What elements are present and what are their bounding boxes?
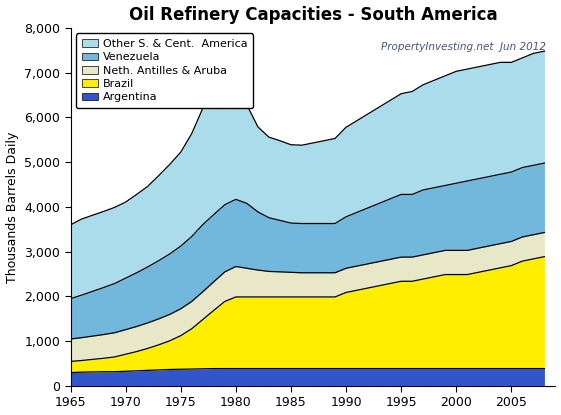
Title: Oil Refinery Capacities - South America: Oil Refinery Capacities - South America [128,5,497,24]
Y-axis label: Thousands Barrels Daily: Thousands Barrels Daily [6,131,19,283]
Legend: Other S. & Cent.  America, Venezuela, Neth. Antilles & Aruba, Brazil, Argentina: Other S. & Cent. America, Venezuela, Net… [76,34,253,108]
Text: PropertyInvesting.net  Jun 2012: PropertyInvesting.net Jun 2012 [381,42,546,52]
